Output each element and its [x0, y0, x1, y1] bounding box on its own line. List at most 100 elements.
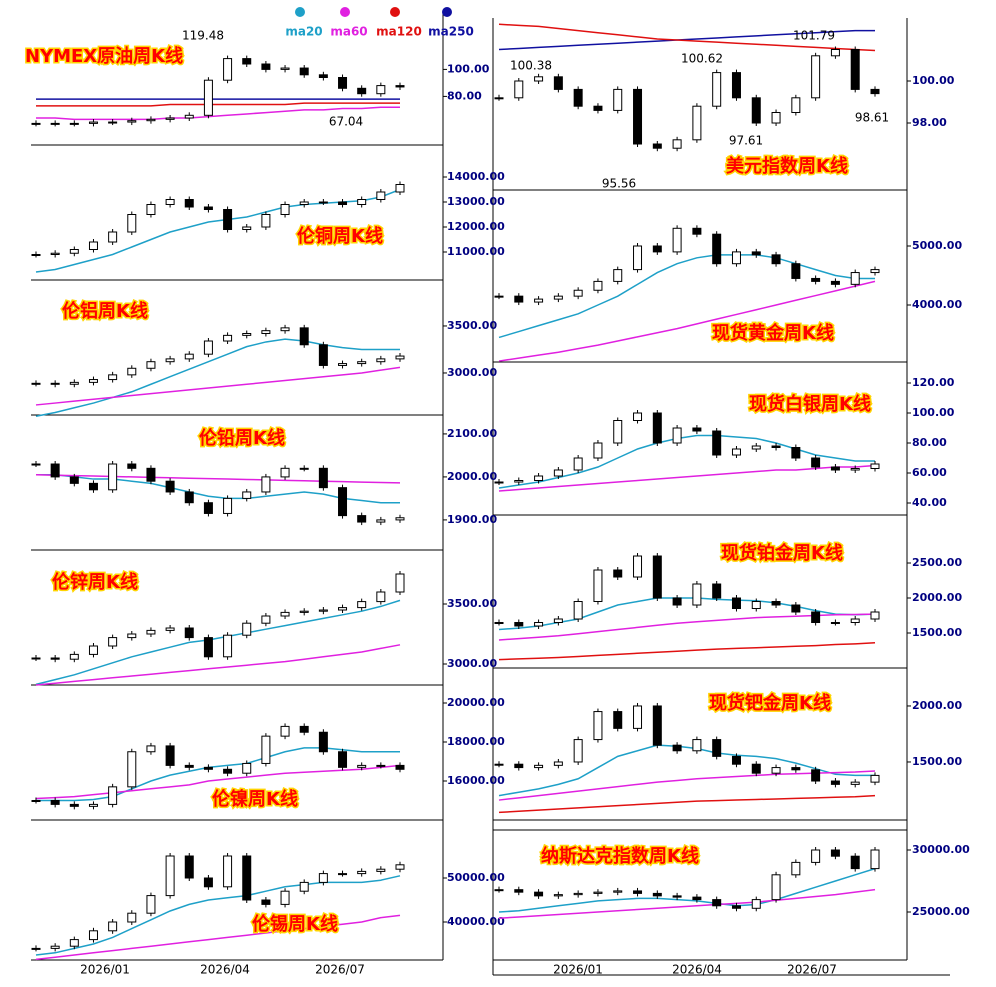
candle	[165, 627, 175, 631]
y-tick-label: 12000.00	[447, 220, 505, 233]
candle	[751, 445, 761, 450]
candle	[850, 781, 860, 785]
candle	[338, 201, 348, 205]
candle	[692, 583, 702, 606]
candle	[223, 334, 233, 342]
candle	[395, 573, 405, 593]
ma-line	[498, 280, 876, 362]
candle	[165, 480, 175, 493]
candle	[751, 97, 761, 124]
candle	[357, 764, 367, 768]
candle	[870, 849, 880, 870]
candle	[534, 475, 544, 481]
candle	[830, 849, 840, 857]
candle	[357, 870, 367, 875]
candle	[223, 209, 233, 230]
panel: 3500.00 3000.00 伦铝周K线	[31, 299, 497, 417]
annotation: 67.04	[329, 115, 363, 129]
y-tick-label: 2000.00	[912, 699, 962, 712]
candle	[553, 618, 563, 624]
ma-line	[498, 794, 876, 814]
candle	[184, 764, 194, 768]
candle	[811, 55, 821, 99]
candle	[31, 657, 41, 660]
candle	[50, 382, 60, 385]
candle	[791, 263, 801, 279]
candle	[223, 58, 233, 81]
candle	[299, 610, 309, 613]
candle	[203, 637, 213, 658]
y-tick-label: 80.00	[912, 436, 947, 449]
candle	[692, 739, 702, 752]
y-tick-label: 18000.00	[447, 735, 505, 748]
candle	[146, 361, 156, 369]
y-tick-label: 60.00	[912, 466, 947, 479]
panel: 5000.00 4000.00 现货黄金周K线	[494, 225, 962, 362]
candle	[280, 67, 290, 70]
candle	[31, 382, 41, 385]
candle	[376, 868, 386, 872]
candle	[318, 344, 328, 366]
y-tick-label: 2100.00	[447, 427, 497, 440]
candle	[338, 77, 348, 89]
annotation: 100.62	[681, 52, 723, 66]
candle	[50, 463, 60, 478]
candle	[494, 889, 504, 892]
candle	[712, 430, 722, 456]
candle	[830, 780, 840, 785]
y-tick-label: 13000.00	[447, 195, 505, 208]
candle	[672, 895, 682, 898]
candle	[280, 204, 290, 215]
candle	[672, 427, 682, 444]
legend-dot	[390, 7, 400, 17]
candle	[50, 799, 60, 805]
candle	[88, 379, 98, 383]
candle	[751, 899, 761, 909]
candle	[870, 611, 880, 620]
ma-line	[498, 434, 875, 489]
candle	[534, 891, 544, 897]
candle	[69, 803, 79, 807]
panel: 2000.00 1500.00 现货钯金周K线	[494, 691, 962, 814]
candle	[223, 634, 233, 658]
candle	[791, 97, 801, 114]
y-tick-label: 25000.00	[912, 905, 970, 918]
candle	[633, 555, 643, 578]
candle	[395, 184, 405, 193]
candle	[830, 280, 840, 285]
y-tick-label: 40.00	[912, 496, 947, 509]
y-tick-label: 3500.00	[447, 597, 497, 610]
candle	[357, 199, 367, 205]
candle	[69, 381, 79, 385]
ma-line	[498, 867, 876, 913]
candle	[69, 122, 79, 125]
candle	[127, 751, 137, 788]
panel: 20000.00 18000.00 16000.00 伦镍周K线	[31, 696, 505, 812]
date-label: 2026/07	[315, 963, 365, 977]
candle	[514, 480, 524, 483]
y-tick-label: 100.00	[912, 406, 955, 419]
candle	[299, 67, 309, 76]
annotation: 98.61	[855, 111, 889, 125]
annotation: 97.61	[729, 134, 763, 148]
y-tick-label: 3000.00	[447, 366, 497, 379]
candle	[31, 947, 41, 950]
candle	[203, 502, 213, 514]
y-tick-label: 80.00	[447, 89, 482, 102]
ma-line	[498, 29, 875, 51]
candle	[830, 49, 840, 57]
candle	[261, 330, 271, 334]
candle	[108, 374, 118, 381]
candle	[108, 121, 118, 124]
candle	[514, 80, 524, 99]
candle	[165, 358, 175, 363]
candle	[494, 622, 504, 625]
chart-title: 现货钯金周K线	[709, 692, 831, 714]
candle	[88, 121, 98, 124]
candle	[261, 615, 271, 624]
ma-line	[36, 106, 400, 121]
candle	[593, 280, 603, 291]
candle	[69, 476, 79, 484]
candle	[553, 894, 563, 897]
chart-title: 美元指数周K线	[726, 155, 848, 177]
